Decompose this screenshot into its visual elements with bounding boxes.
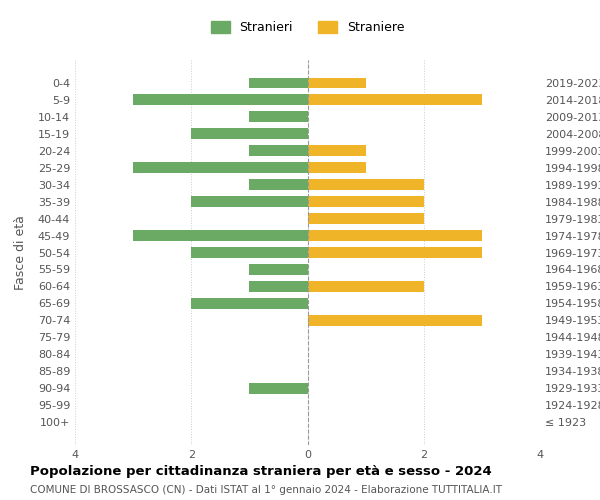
Text: Popolazione per cittadinanza straniera per età e sesso - 2024: Popolazione per cittadinanza straniera p… xyxy=(30,465,492,478)
Bar xyxy=(250,78,308,88)
Bar xyxy=(250,180,308,190)
Bar xyxy=(250,146,308,156)
Bar xyxy=(250,264,308,274)
Bar xyxy=(308,78,365,88)
Bar xyxy=(308,316,482,326)
Bar xyxy=(191,298,308,308)
Text: COMUNE DI BROSSASCO (CN) - Dati ISTAT al 1° gennaio 2024 - Elaborazione TUTTITAL: COMUNE DI BROSSASCO (CN) - Dati ISTAT al… xyxy=(30,485,502,495)
Bar xyxy=(250,112,308,122)
Bar xyxy=(308,94,482,104)
Bar xyxy=(250,282,308,292)
Bar xyxy=(308,214,424,224)
Bar xyxy=(133,162,308,172)
Bar xyxy=(133,94,308,104)
Bar xyxy=(250,384,308,394)
Bar xyxy=(308,180,424,190)
Legend: Stranieri, Straniere: Stranieri, Straniere xyxy=(206,16,409,39)
Bar xyxy=(308,248,482,258)
Bar xyxy=(308,196,424,206)
Bar xyxy=(191,196,308,206)
Bar xyxy=(133,230,308,240)
Bar xyxy=(308,282,424,292)
Bar xyxy=(308,162,365,172)
Y-axis label: Fasce di età: Fasce di età xyxy=(14,215,26,290)
Bar xyxy=(308,230,482,240)
Bar xyxy=(191,248,308,258)
Bar xyxy=(308,146,365,156)
Bar xyxy=(191,128,308,138)
